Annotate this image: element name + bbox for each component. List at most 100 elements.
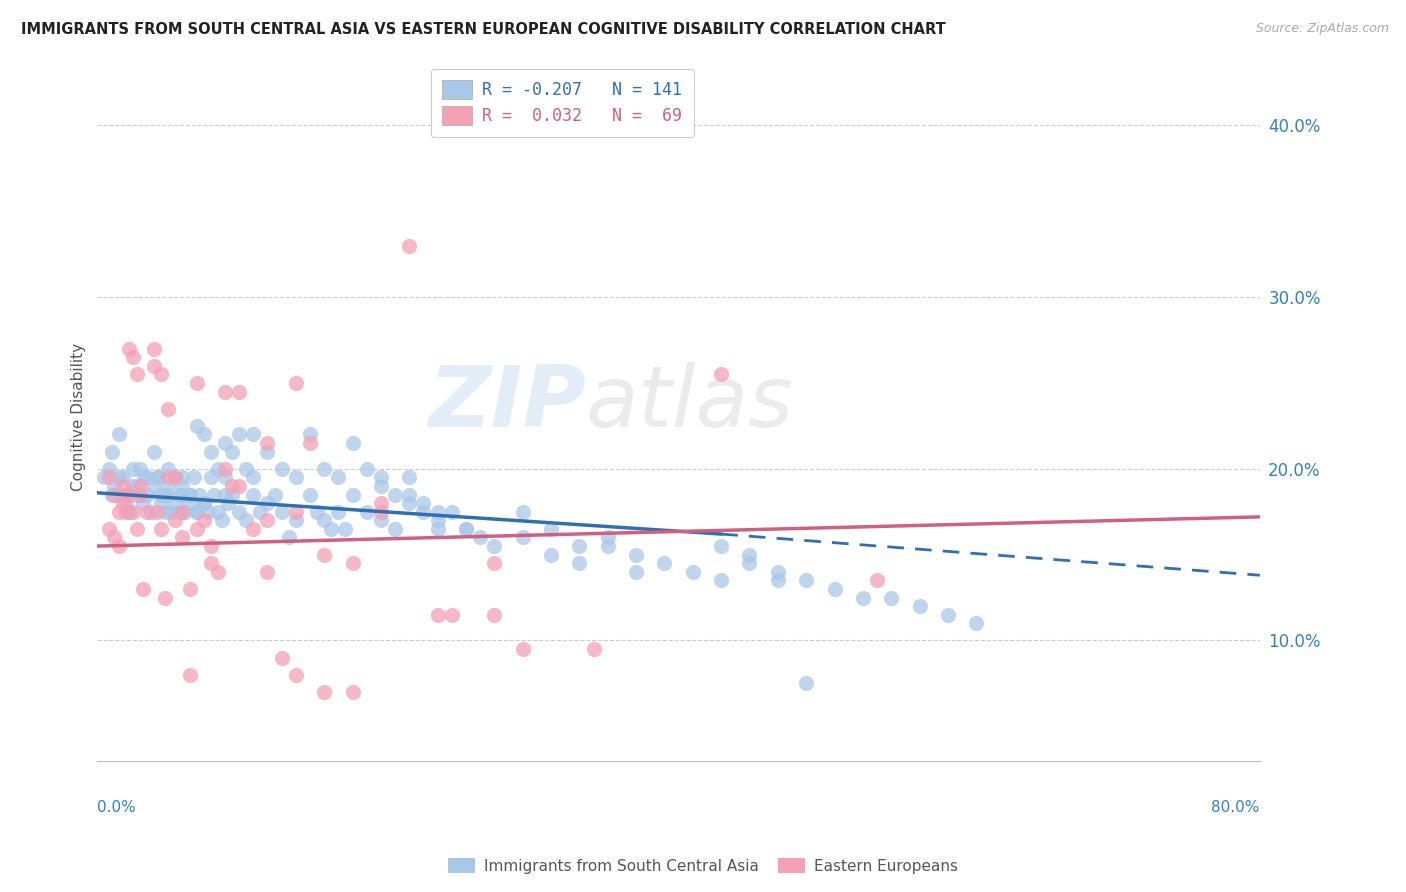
- Point: [242, 427, 264, 442]
- Point: [111, 470, 134, 484]
- Point: [270, 650, 292, 665]
- Point: [454, 522, 477, 536]
- Point: [235, 513, 257, 527]
- Point: [157, 401, 180, 416]
- Point: [117, 505, 139, 519]
- Point: [183, 470, 205, 484]
- Point: [97, 470, 120, 484]
- Point: [568, 539, 591, 553]
- Point: [93, 470, 115, 484]
- Point: [214, 470, 236, 484]
- Point: [335, 522, 357, 536]
- Point: [103, 479, 125, 493]
- Point: [426, 607, 449, 622]
- Point: [121, 462, 143, 476]
- Point: [200, 539, 222, 553]
- Point: [384, 522, 406, 536]
- Point: [540, 522, 562, 536]
- Point: [111, 487, 134, 501]
- Point: [824, 582, 846, 596]
- Point: [114, 487, 136, 501]
- Point: [370, 513, 392, 527]
- Legend: Immigrants from South Central Asia, Eastern Europeans: Immigrants from South Central Asia, East…: [441, 852, 965, 880]
- Point: [179, 487, 201, 501]
- Point: [440, 505, 463, 519]
- Point: [370, 505, 392, 519]
- Point: [146, 470, 169, 484]
- Text: IMMIGRANTS FROM SOUTH CENTRAL ASIA VS EASTERN EUROPEAN COGNITIVE DISABILITY CORR: IMMIGRANTS FROM SOUTH CENTRAL ASIA VS EA…: [21, 22, 946, 37]
- Point: [582, 642, 605, 657]
- Point: [157, 462, 180, 476]
- Point: [398, 470, 420, 484]
- Point: [193, 513, 215, 527]
- Point: [314, 513, 336, 527]
- Point: [214, 384, 236, 399]
- Text: ZIP: ZIP: [427, 362, 586, 445]
- Point: [193, 427, 215, 442]
- Point: [484, 607, 506, 622]
- Point: [321, 522, 343, 536]
- Point: [221, 444, 243, 458]
- Point: [512, 531, 534, 545]
- Point: [125, 479, 148, 493]
- Point: [426, 513, 449, 527]
- Point: [214, 436, 236, 450]
- Point: [398, 487, 420, 501]
- Point: [228, 479, 250, 493]
- Point: [143, 444, 166, 458]
- Point: [738, 548, 761, 562]
- Point: [186, 376, 208, 390]
- Point: [270, 505, 292, 519]
- Point: [202, 487, 225, 501]
- Point: [242, 470, 264, 484]
- Point: [256, 436, 278, 450]
- Point: [512, 642, 534, 657]
- Point: [179, 487, 201, 501]
- Y-axis label: Cognitive Disability: Cognitive Disability: [72, 343, 86, 491]
- Point: [165, 470, 187, 484]
- Point: [172, 487, 194, 501]
- Point: [242, 487, 264, 501]
- Point: [908, 599, 931, 614]
- Point: [165, 513, 187, 527]
- Point: [412, 505, 434, 519]
- Point: [217, 496, 239, 510]
- Point: [114, 505, 136, 519]
- Point: [256, 496, 278, 510]
- Point: [117, 342, 139, 356]
- Point: [284, 376, 307, 390]
- Point: [155, 505, 177, 519]
- Text: 0.0%: 0.0%: [97, 799, 136, 814]
- Point: [370, 470, 392, 484]
- Point: [270, 462, 292, 476]
- Point: [794, 574, 817, 588]
- Point: [193, 496, 215, 510]
- Point: [263, 487, 285, 501]
- Text: Source: ZipAtlas.com: Source: ZipAtlas.com: [1256, 22, 1389, 36]
- Point: [568, 556, 591, 570]
- Point: [277, 531, 299, 545]
- Point: [172, 479, 194, 493]
- Point: [160, 505, 183, 519]
- Point: [207, 505, 229, 519]
- Point: [150, 487, 173, 501]
- Point: [356, 505, 378, 519]
- Text: atlas: atlas: [586, 362, 793, 445]
- Point: [370, 479, 392, 493]
- Point: [314, 685, 336, 699]
- Point: [134, 470, 156, 484]
- Point: [356, 462, 378, 476]
- Point: [426, 505, 449, 519]
- Point: [624, 565, 647, 579]
- Point: [314, 462, 336, 476]
- Point: [150, 368, 173, 382]
- Point: [256, 513, 278, 527]
- Point: [188, 487, 211, 501]
- Point: [454, 522, 477, 536]
- Point: [314, 548, 336, 562]
- Legend: R = -0.207   N = 141, R =  0.032   N =  69: R = -0.207 N = 141, R = 0.032 N = 69: [430, 69, 695, 137]
- Point: [128, 487, 150, 501]
- Point: [100, 487, 122, 501]
- Point: [342, 436, 364, 450]
- Point: [426, 522, 449, 536]
